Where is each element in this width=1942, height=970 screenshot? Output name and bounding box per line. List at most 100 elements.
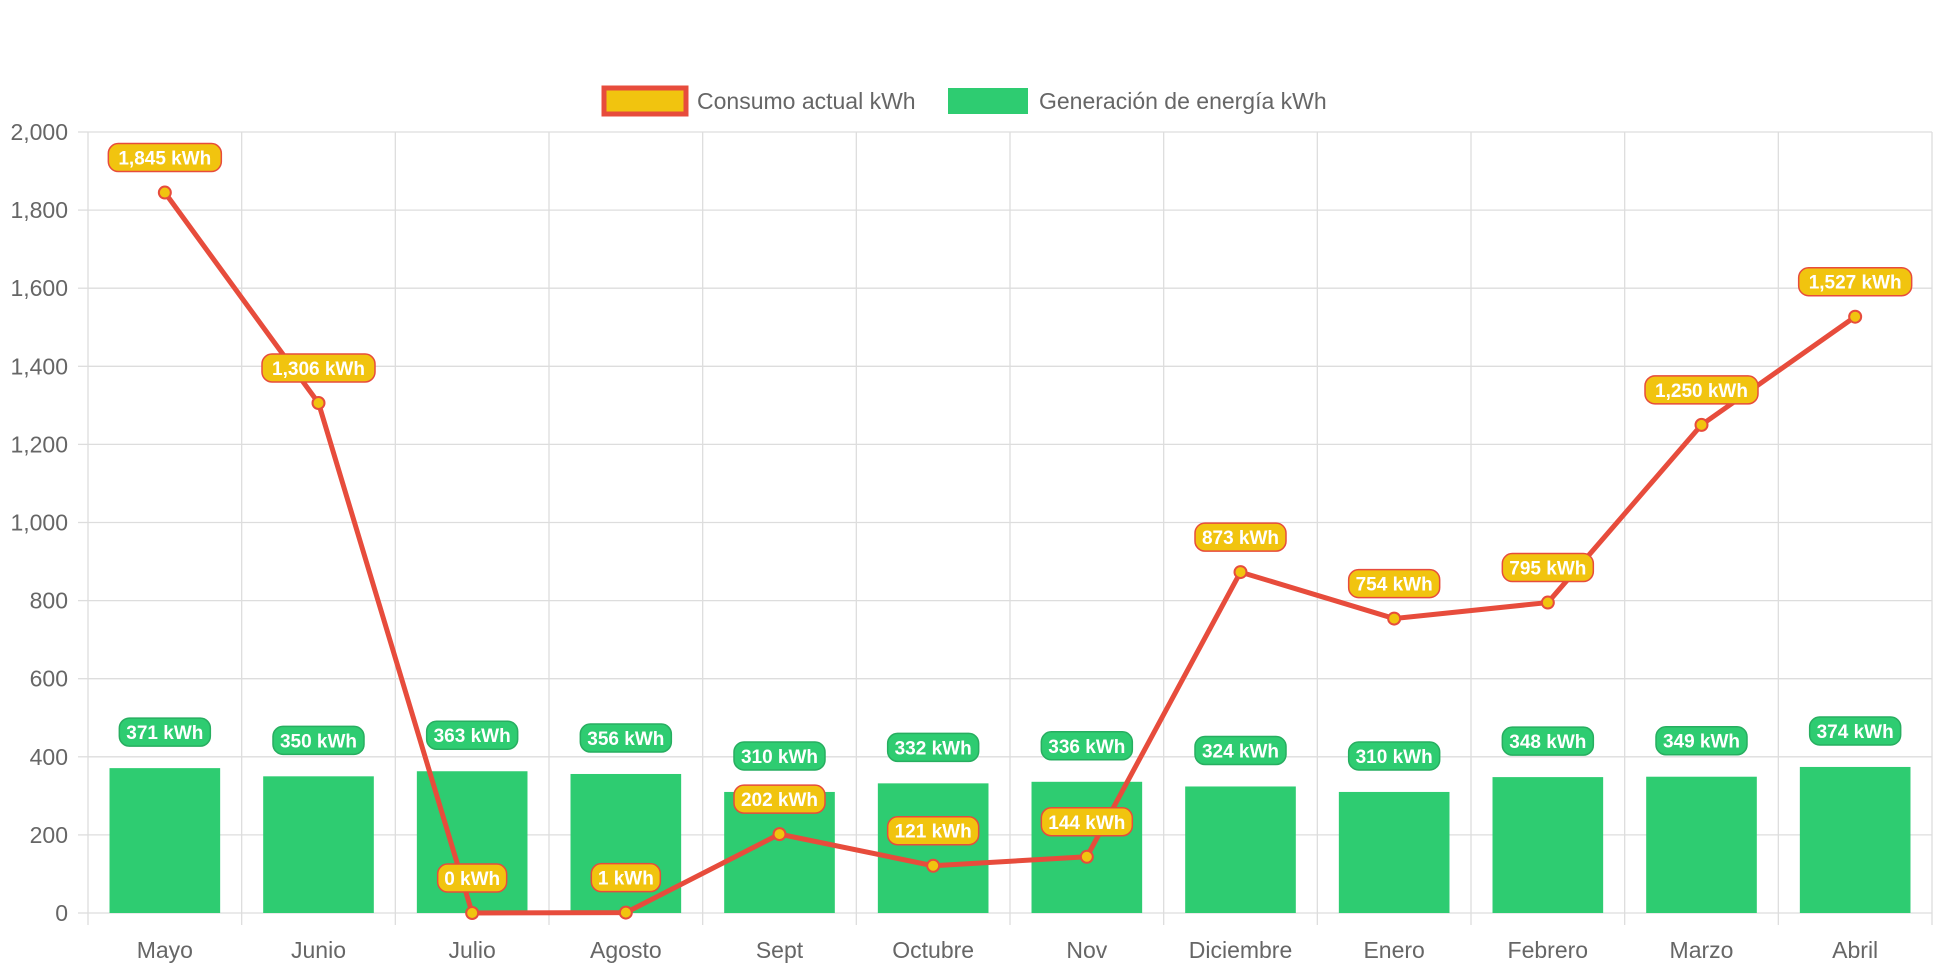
generation-data-label-bg — [425, 720, 519, 750]
consumption-data-label: 754 kWh — [1347, 568, 1441, 599]
y-tick-label: 1,800 — [10, 197, 68, 223]
consumption-data-label-bg — [1194, 522, 1287, 552]
generation-labels: 371 kWh 350 kWh 363 kWh 356 kWh 310 kWh 332 k… — [118, 716, 1902, 771]
y-tick-label: 2,000 — [10, 119, 68, 145]
consumption-data-label-bg — [886, 815, 980, 846]
generation-data-label-text: 356 kWh — [587, 729, 664, 750]
y-tick-label: 1,200 — [10, 431, 68, 457]
generation-data-label-text: 348 kWh — [1509, 732, 1586, 753]
y-tick-label: 400 — [30, 744, 68, 770]
generation-data-label: 371 kWh — [118, 717, 212, 747]
generation-data-label: 332 kWh — [886, 732, 980, 763]
x-tick-label: Marzo — [1670, 937, 1734, 963]
consumption-data-label-bg — [1040, 807, 1134, 837]
consumption-data-label: 202 kWh — [733, 784, 826, 814]
consumption-data-label-bg — [733, 784, 826, 814]
consumption-point — [1848, 309, 1863, 324]
consumption-point — [926, 858, 941, 873]
consumption-data-label-bg — [107, 142, 223, 173]
x-tick-label: Diciembre — [1189, 937, 1293, 963]
consumption-data-label: 121 kWh — [886, 815, 980, 846]
x-tick-label: Agosto — [590, 937, 662, 963]
consumption-data-label-bg — [1347, 568, 1441, 599]
x-tick-label: Nov — [1066, 937, 1107, 963]
consumption-point — [1079, 849, 1094, 864]
bar-generation — [1185, 786, 1296, 913]
generation-data-label-bg — [1808, 716, 1902, 746]
x-tick-label: Abril — [1832, 937, 1878, 963]
consumption-data-label-bg — [1501, 552, 1595, 583]
x-tick-label: Febrero — [1508, 937, 1589, 963]
consumption-data-label-bg — [436, 863, 508, 893]
x-tick-label: Julio — [449, 937, 496, 963]
bar-generation — [263, 776, 374, 913]
consumption-point — [772, 827, 787, 842]
x-tick-label: Octubre — [892, 937, 974, 963]
legend-label-consumption[interactable]: Consumo actual kWh — [697, 88, 916, 114]
consumption-data-label-text: 873 kWh — [1202, 528, 1279, 549]
consumption-labels: 1,845 kWh 1,306 kWh 0 kWh 1 kWh 202 kWh 121 k… — [107, 142, 1913, 893]
generation-data-label: 349 kWh — [1655, 725, 1748, 756]
generation-data-label: 324 kWh — [1194, 735, 1287, 766]
bar-generation — [1799, 766, 1911, 913]
grid — [87, 131, 1933, 925]
consumption-data-label-text: 1,845 kWh — [118, 149, 211, 170]
generation-data-label-bg — [1655, 725, 1748, 756]
generation-data-label-bg — [733, 741, 826, 771]
consumption-data-label: 1 kWh — [590, 862, 662, 893]
generation-data-label-bg — [1347, 741, 1441, 771]
consumption-data-label-bg — [1797, 266, 1913, 297]
y-tick-label: 1,400 — [10, 353, 68, 379]
consumption-data-label-text: 202 kWh — [741, 790, 818, 811]
consumption-data-label: 1,527 kWh — [1797, 266, 1913, 297]
consumption-point — [1387, 611, 1402, 626]
generation-data-label-text: 374 kWh — [1817, 722, 1894, 743]
generation-data-label-text: 310 kWh — [741, 747, 818, 768]
legend-swatch-consumption[interactable] — [601, 85, 689, 117]
consumption-data-label-text: 121 kWh — [895, 822, 972, 843]
x-tick-label: Enero — [1363, 937, 1424, 963]
consumption-point — [1540, 595, 1555, 610]
generation-data-label-bg — [579, 723, 673, 753]
consumption-point — [311, 396, 326, 411]
y-tick-label: 200 — [30, 822, 68, 848]
consumption-point — [465, 906, 480, 920]
generation-data-label: 350 kWh — [272, 725, 365, 756]
consumption-point — [1694, 417, 1709, 432]
consumption-data-label-text: 144 kWh — [1048, 813, 1125, 834]
legend-swatch-generation[interactable] — [948, 88, 1028, 114]
consumption-data-label-text: 1,306 kWh — [272, 359, 365, 380]
generation-data-label-text: 371 kWh — [126, 723, 203, 744]
generation-data-label: 336 kWh — [1040, 731, 1134, 761]
generation-data-label-text: 350 kWh — [280, 731, 357, 752]
x-tick-label: Junio — [291, 937, 346, 963]
consumption-data-label-text: 0 kWh — [444, 869, 500, 890]
y-tick-label: 0 — [55, 900, 68, 926]
generation-data-label: 310 kWh — [1347, 741, 1441, 771]
legend[interactable]: Consumo actual kWh Generación de energía… — [601, 85, 1327, 117]
consumption-data-label: 0 kWh — [436, 863, 508, 893]
consumption-data-label: 873 kWh — [1194, 522, 1287, 552]
legend-label-generation[interactable]: Generación de energía kWh — [1039, 88, 1327, 114]
y-tick-label: 800 — [30, 588, 68, 614]
generation-data-label-bg — [118, 717, 212, 747]
generation-data-label: 348 kWh — [1501, 726, 1595, 756]
x-tick-label: Mayo — [137, 937, 193, 963]
consumption-data-label: 144 kWh — [1040, 807, 1134, 837]
consumption-data-label: 1,845 kWh — [107, 142, 223, 173]
generation-data-label-text: 324 kWh — [1202, 741, 1279, 762]
consumption-data-label: 1,250 kWh — [1644, 375, 1759, 405]
consumption-data-label-text: 1,250 kWh — [1655, 381, 1748, 402]
y-tick-label: 600 — [30, 666, 68, 692]
consumption-data-label-text: 1 kWh — [598, 869, 654, 890]
generation-data-label-text: 336 kWh — [1048, 737, 1125, 758]
bar-generation — [109, 768, 221, 913]
consumption-data-label-bg — [261, 353, 376, 383]
consumption-data-label-bg — [1644, 375, 1759, 405]
consumption-data-label: 795 kWh — [1501, 552, 1595, 583]
consumption-data-label-text: 754 kWh — [1356, 575, 1433, 596]
consumption-data-label-text: 1,527 kWh — [1809, 273, 1902, 294]
generation-data-label: 374 kWh — [1808, 716, 1902, 746]
y-tick-label: 1,000 — [10, 510, 68, 536]
